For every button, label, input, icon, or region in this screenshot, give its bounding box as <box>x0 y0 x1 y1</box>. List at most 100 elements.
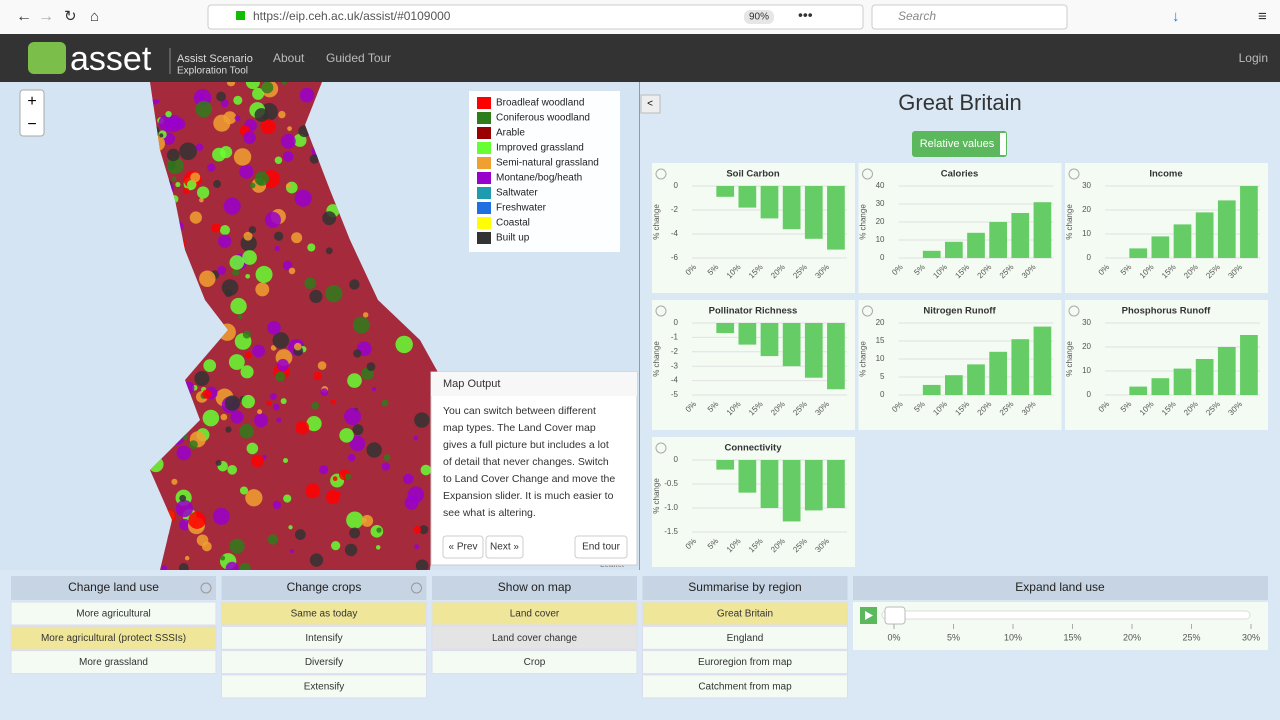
land-patch <box>349 527 361 539</box>
land-patch <box>294 529 306 540</box>
land-patch <box>230 410 244 424</box>
bar <box>782 460 801 522</box>
nav-link[interactable]: About <box>273 51 305 65</box>
zoom-out[interactable]: − <box>27 116 36 133</box>
land-patch <box>309 553 324 567</box>
land-patch <box>309 289 323 303</box>
info-icon[interactable] <box>655 168 667 180</box>
land-patch <box>228 354 245 370</box>
control-option[interactable] <box>642 601 848 626</box>
control-option-label: More agricultural <box>76 609 150 620</box>
lock-icon <box>236 11 245 20</box>
land-patch <box>220 99 229 108</box>
control-option[interactable] <box>642 674 848 699</box>
land-patch <box>216 91 226 102</box>
land-patch <box>257 409 263 415</box>
land-patch <box>381 462 390 471</box>
control-option[interactable] <box>221 674 427 699</box>
land-patch <box>274 245 280 251</box>
land-patch <box>274 231 284 241</box>
control-option[interactable] <box>10 601 217 626</box>
download-icon[interactable]: ↓ <box>1172 8 1180 25</box>
control-option[interactable] <box>10 625 217 650</box>
search-box[interactable] <box>871 4 1068 30</box>
login-link[interactable]: Login <box>1239 51 1268 65</box>
control-option[interactable] <box>642 625 848 650</box>
zoom-in[interactable]: + <box>27 93 36 110</box>
slider-track <box>881 610 1251 620</box>
info-icon[interactable] <box>200 582 212 594</box>
tour-text: Expansion slider. It is much easier to <box>443 490 614 502</box>
bar <box>945 375 963 395</box>
land-patch <box>325 284 343 303</box>
info-icon[interactable] <box>655 442 667 454</box>
land-patch <box>211 222 221 233</box>
bar <box>1129 248 1148 258</box>
info-icon[interactable] <box>411 582 422 594</box>
control-option[interactable] <box>221 601 427 626</box>
control-header <box>853 576 1268 600</box>
land-patch <box>309 154 320 164</box>
tour-button-label: Next » <box>490 542 519 553</box>
back-button[interactable]: ← <box>16 8 32 25</box>
menu-dots[interactable]: ••• <box>798 7 813 23</box>
y-axis-label: % change <box>652 204 661 240</box>
control-option[interactable] <box>221 650 427 675</box>
control-option-label: Euroregion from map <box>698 657 792 668</box>
land-patch <box>252 344 265 358</box>
region-title: Great Britain <box>898 90 1022 115</box>
brand[interactable]: asset <box>70 40 152 78</box>
home-button[interactable]: ⌂ <box>90 8 99 25</box>
control-header <box>11 576 216 600</box>
tour-button[interactable] <box>574 535 628 559</box>
forward-button[interactable]: → <box>38 8 54 25</box>
land-patch <box>199 197 204 203</box>
land-patch <box>344 408 362 426</box>
control-option[interactable] <box>431 601 638 626</box>
land-patch <box>182 187 190 195</box>
land-patch <box>229 538 245 554</box>
control-option[interactable] <box>642 650 848 675</box>
bar <box>1129 386 1148 395</box>
hamburger[interactable]: ≡ <box>1258 8 1267 25</box>
land-patch <box>371 386 377 392</box>
toggle-button[interactable] <box>912 131 1007 157</box>
reload-button[interactable]: ↻ <box>64 8 77 25</box>
land-patch <box>219 145 233 159</box>
bar <box>1240 186 1258 258</box>
control-option[interactable] <box>431 650 638 675</box>
bar <box>827 323 845 390</box>
land-patch <box>280 398 287 405</box>
land-patch <box>219 224 231 236</box>
y-tick-label: 10 <box>876 235 885 244</box>
chart-title: Pollinator Richness <box>709 306 798 317</box>
info-icon[interactable] <box>655 305 667 317</box>
control-option[interactable] <box>10 650 217 675</box>
land-patch <box>220 555 226 561</box>
land-patch <box>383 454 391 461</box>
control-option[interactable] <box>221 625 427 650</box>
info-icon[interactable] <box>862 305 873 317</box>
zoom-badge[interactable] <box>744 10 774 24</box>
y-axis-label: % change <box>652 341 661 377</box>
control-option-label: Diversify <box>305 657 343 668</box>
nav-link[interactable]: Guided Tour <box>326 51 391 65</box>
info-icon[interactable] <box>862 168 873 180</box>
info-icon[interactable] <box>1068 168 1080 180</box>
tour-button[interactable] <box>442 535 484 559</box>
land-patch <box>251 454 264 468</box>
land-patch <box>256 177 264 185</box>
info-icon[interactable] <box>1068 305 1080 317</box>
y-tick-label: 0 <box>1087 390 1092 399</box>
control-header <box>221 576 427 600</box>
slider-handle[interactable] <box>884 606 906 625</box>
land-patch <box>244 351 252 359</box>
url-bar[interactable] <box>207 4 864 30</box>
land-patch <box>195 100 213 118</box>
y-tick-label: -1.0 <box>664 503 678 512</box>
control-option[interactable] <box>431 625 638 650</box>
land-patch <box>218 234 232 248</box>
control-header <box>432 576 637 600</box>
tour-button[interactable] <box>485 535 524 559</box>
collapse-button[interactable] <box>640 94 661 114</box>
